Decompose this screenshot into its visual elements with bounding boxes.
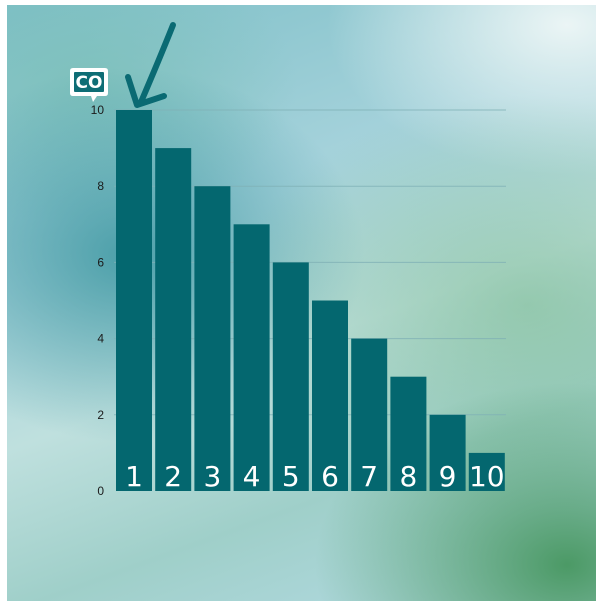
y-tick-label: 2	[97, 408, 104, 422]
arrow-icon	[125, 22, 176, 108]
bar-10	[468, 452, 505, 491]
y-tick-label: 8	[97, 179, 104, 193]
bar-1	[116, 110, 152, 491]
bar-label: 2	[164, 460, 182, 493]
y-tick-label: 0	[97, 484, 104, 498]
bar-label: 8	[399, 460, 417, 493]
bar-label: 6	[321, 460, 339, 493]
bar-label: 9	[439, 460, 457, 493]
bar-label: 10	[469, 460, 505, 493]
bar-label: 3	[203, 460, 221, 493]
y-tick-label: 4	[97, 332, 104, 346]
y-tick-label: 10	[91, 103, 105, 117]
bar-9	[429, 414, 466, 491]
logo-bubble-inner	[74, 72, 104, 92]
y-axis-tick-labels: 0 2 4 6 8 10	[91, 103, 105, 498]
bars	[116, 110, 505, 492]
arrow-head	[125, 74, 167, 108]
bar-2	[155, 148, 192, 491]
bar-label: 4	[243, 460, 261, 493]
bar-6	[312, 300, 348, 491]
co-logo-icon: CO	[70, 68, 108, 102]
logo-text: CO	[76, 73, 103, 93]
slide-background: 0 2 4 6 8 10 1 2 3 4 5 6 7 8 9 10 CO	[7, 5, 596, 601]
bar-label: 1	[125, 460, 143, 493]
y-tick-label: 6	[97, 255, 104, 269]
bar-5	[272, 262, 309, 491]
bar-8	[390, 376, 427, 491]
bar-category-labels: 1 2 3 4 5 6 7 8 9 10	[125, 460, 505, 493]
arrow-shaft	[138, 22, 176, 105]
bar-label: 7	[360, 460, 378, 493]
bar-label: 5	[282, 460, 300, 493]
bar-4	[233, 224, 270, 492]
bar-3	[194, 186, 231, 491]
bar-7	[351, 338, 388, 491]
